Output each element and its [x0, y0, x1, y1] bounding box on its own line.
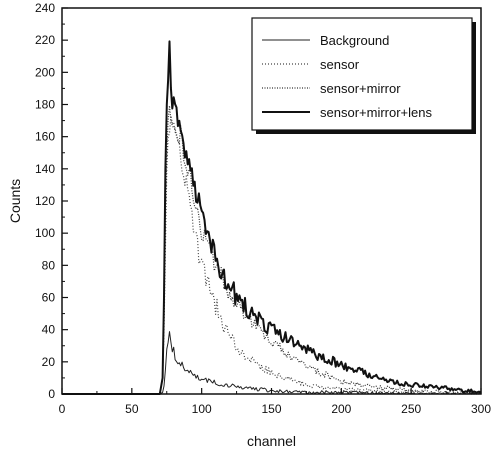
legend-label-2: sensor+mirror [320, 81, 401, 96]
y-tick-label: 80 [42, 258, 56, 272]
y-tick-label: 60 [42, 291, 56, 305]
legend-label-3: sensor+mirror+lens [320, 105, 432, 120]
axes: 0 50 100 150 200 250 300 0 20 40 60 80 100 120 140 160 1… [7, 1, 491, 449]
y-tick-label: 220 [35, 33, 55, 47]
y-tick-label: 20 [42, 355, 56, 369]
x-tick-label: 0 [59, 402, 66, 416]
y-tick-label: 180 [35, 98, 55, 112]
x-tick-label: 250 [401, 402, 421, 416]
x-axis-title: channel [247, 433, 296, 449]
series-line-1 [62, 115, 482, 395]
y-axis-title: Counts [7, 179, 23, 223]
y-tick-label: 120 [35, 194, 55, 208]
x-tick-label: 300 [471, 402, 491, 416]
y-tick-label: 240 [35, 1, 55, 15]
y-tick-label: 0 [48, 387, 55, 401]
x-tick-label: 150 [261, 402, 281, 416]
x-tick-label: 200 [331, 402, 351, 416]
y-tick-label: 160 [35, 130, 55, 144]
x-tick-label: 50 [125, 402, 139, 416]
legend-label-1: sensor [320, 57, 360, 72]
y-tick-label: 140 [35, 162, 55, 176]
x-tick-label: 100 [192, 402, 212, 416]
y-tick-label: 100 [35, 226, 55, 240]
legend-label-0: Background [320, 33, 389, 48]
legend: Background sensor sensor+mirror sensor+mirr… [251, 17, 476, 134]
y-tick-label: 200 [35, 65, 55, 79]
y-tick-label: 40 [42, 323, 56, 337]
series-line-2 [62, 105, 482, 395]
